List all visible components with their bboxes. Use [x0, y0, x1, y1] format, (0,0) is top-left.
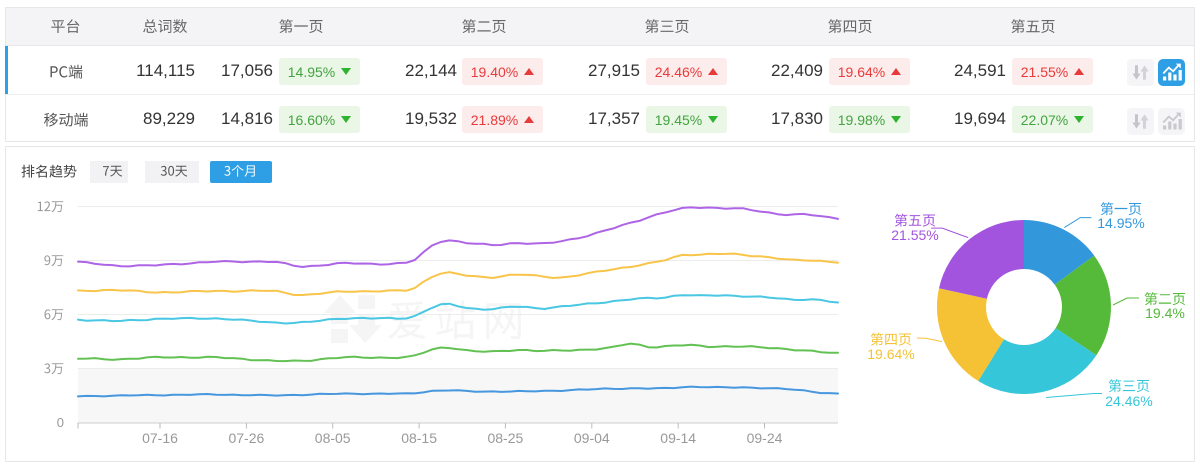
svg-text:09-14: 09-14	[660, 430, 696, 446]
svg-text:07-16: 07-16	[142, 430, 178, 446]
svg-text:14.95%: 14.95%	[1097, 215, 1144, 231]
svg-text:21.55%: 21.55%	[891, 227, 938, 243]
svg-text:09-04: 09-04	[574, 430, 610, 446]
svg-text:24.46%: 24.46%	[1105, 393, 1152, 409]
svg-text:08-15: 08-15	[401, 430, 437, 446]
svg-text:19.4%: 19.4%	[1145, 305, 1185, 321]
svg-text:19.64%: 19.64%	[867, 346, 914, 362]
svg-text:08-25: 08-25	[487, 430, 523, 446]
svg-text:08-05: 08-05	[315, 430, 351, 446]
svg-text:0: 0	[57, 415, 64, 430]
svg-text:07-26: 07-26	[228, 430, 264, 446]
svg-text:09-24: 09-24	[747, 430, 783, 446]
